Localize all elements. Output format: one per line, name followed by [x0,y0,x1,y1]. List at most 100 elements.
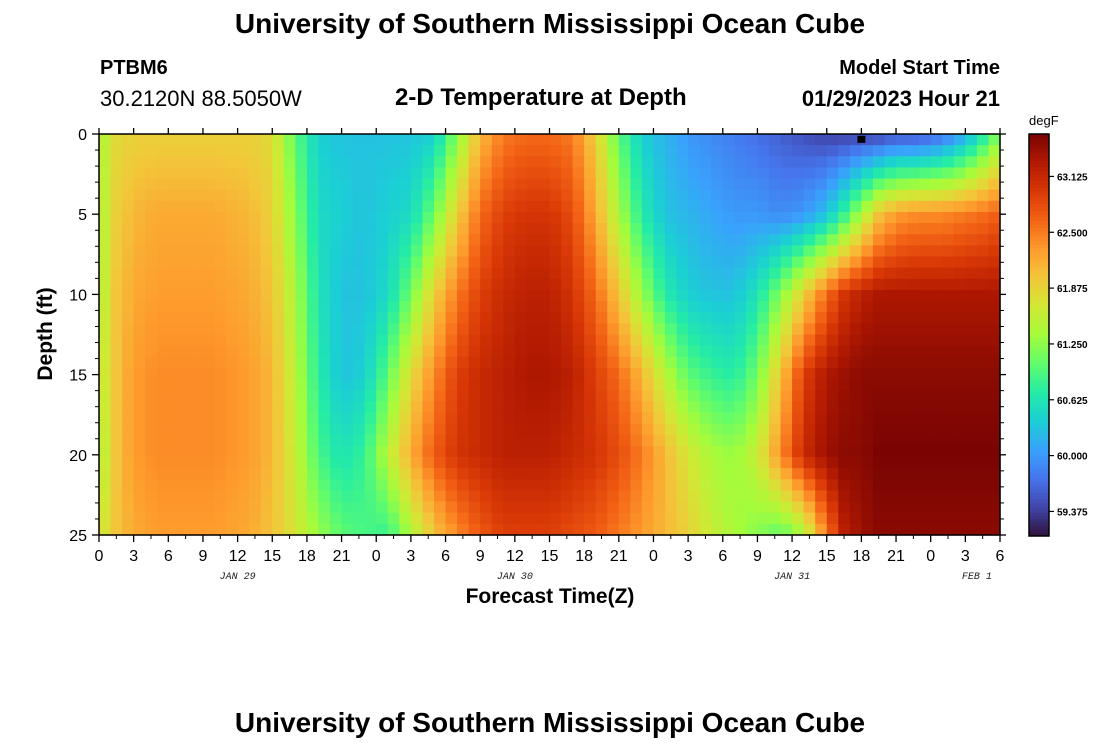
heatmap-cell [457,223,470,235]
heatmap-cell [179,211,193,224]
heatmap-cell [930,445,943,458]
heatmap-cell [214,334,227,347]
heatmap-cell [433,245,447,258]
heatmap-cell [803,468,816,480]
heatmap-cell [433,167,447,180]
heatmap-cell [110,379,123,391]
heatmap-cell [514,412,527,425]
heatmap-cell [491,189,504,202]
heatmap-cell [757,156,770,169]
heatmap-cell [433,200,447,213]
heatmap-cell [930,379,943,391]
heatmap-cell [433,412,447,425]
heatmap-cell [815,345,828,358]
heatmap-cell [445,223,458,235]
heatmap-cell [965,401,978,414]
heatmap-cell [665,323,678,336]
heatmap-cell [318,434,331,447]
heatmap-cell [630,445,643,458]
heatmap-cell [480,523,493,536]
heatmap-cell [953,345,966,358]
heatmap-cell [306,323,320,336]
colorbar-segment [1029,251,1049,256]
heatmap-cell [480,434,493,447]
heatmap-cell [179,312,193,324]
heatmap-cell [179,134,193,146]
heatmap-cell [168,223,181,235]
heatmap-cell [549,423,562,436]
heatmap-cell [514,401,527,414]
heatmap-cell [318,245,331,258]
heatmap-cell [849,312,862,324]
heatmap-cell [537,490,551,503]
heatmap-cell [237,345,250,358]
heatmap-cell [387,323,400,336]
heatmap-cell [607,134,620,146]
heatmap-cell [514,223,527,235]
heatmap-cell [410,267,424,280]
heatmap-cell [272,490,285,503]
heatmap-cell [561,223,574,235]
colorbar-segment [1029,211,1049,215]
heatmap-cell [711,356,724,369]
heatmap-cell [168,178,181,191]
heatmap-cell [249,379,262,391]
heatmap-cell [803,401,816,414]
heatmap-cell [295,145,308,157]
heatmap-cell [179,334,193,347]
heatmap-cell [480,490,493,503]
heatmap-cell [422,390,435,402]
heatmap-cell [341,200,354,213]
heatmap-cell [965,245,978,258]
heatmap-cell [838,289,851,302]
heatmap-cell [445,501,458,514]
heatmap-cell [214,145,227,157]
heatmap-cell [526,178,539,191]
heatmap-cell [653,379,666,391]
heatmap-cell [433,145,447,157]
heatmap-cell [202,367,216,380]
heatmap-cell [861,501,874,514]
heatmap-cell [214,423,227,436]
heatmap-cell [191,334,204,347]
heatmap-cell [133,167,146,180]
heatmap-cell [688,345,701,358]
heatmap-cell [399,468,412,480]
colorbar-segment [1029,361,1049,366]
colorbar-segment [1029,395,1049,400]
heatmap-cell [745,289,759,302]
heatmap-cell [537,334,551,347]
heatmap-cell [353,345,366,358]
heatmap-cell [549,434,562,447]
heatmap-cell [826,457,839,469]
heatmap-cell [168,289,181,302]
heatmap-cell [306,523,320,536]
heatmap-cell [803,457,816,469]
heatmap-cell [133,356,146,369]
heatmap-cell [815,289,828,302]
heatmap-cell [595,523,608,536]
heatmap-cell [907,479,920,492]
heatmap-cell [572,390,585,402]
heatmap-cell [145,457,158,469]
heatmap-cell [133,345,146,358]
heatmap-cell [976,457,990,469]
heatmap-cell [433,345,447,358]
heatmap-cell [260,434,273,447]
colorbar-segment [1029,495,1049,500]
heatmap-cell [283,356,296,369]
heatmap-cell [630,367,643,380]
heatmap-cell [156,412,169,425]
colorbar-segment [1029,351,1049,356]
heatmap-cell [919,367,932,380]
heatmap-cell [872,223,886,235]
heatmap-cell [757,457,770,469]
heatmap-cell [653,145,666,157]
heatmap-cell [953,189,966,202]
heatmap-cell [641,200,655,213]
heatmap-cell [99,245,112,258]
heatmap-cell [676,223,689,235]
heatmap-cell [156,468,169,480]
heatmap-cell [237,256,250,269]
heatmap-cell [376,167,389,180]
